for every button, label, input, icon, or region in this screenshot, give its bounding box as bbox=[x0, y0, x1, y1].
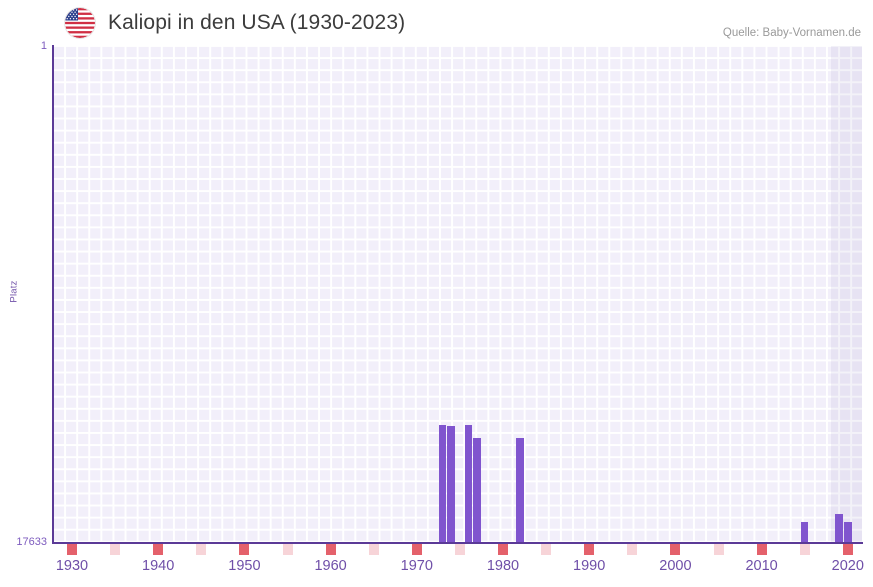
x-tick-minor bbox=[454, 544, 465, 555]
x-tick-minor bbox=[799, 544, 810, 555]
bar[interactable] bbox=[844, 522, 852, 543]
y-axis-title: Platz bbox=[8, 280, 20, 303]
bar[interactable] bbox=[800, 522, 809, 543]
x-axis-tick-label: 1970 bbox=[400, 558, 433, 574]
chart-header: Kaliopi in den USA (1930-2023) Quelle: B… bbox=[0, 0, 873, 44]
y-axis-tick-top: 1 bbox=[40, 40, 47, 52]
x-axis-tick-label: 2000 bbox=[659, 558, 692, 574]
y-axis-line bbox=[52, 45, 54, 544]
x-axis-tick-label: 2020 bbox=[831, 558, 864, 574]
x-tick-major bbox=[756, 544, 767, 555]
x-tick-major bbox=[498, 544, 508, 555]
x-axis-tick-label: 1960 bbox=[314, 558, 347, 574]
x-tick-minor bbox=[541, 544, 552, 555]
x-tick-major bbox=[239, 544, 250, 555]
bar[interactable] bbox=[473, 437, 481, 543]
x-tick-minor bbox=[713, 544, 724, 555]
x-tick-major bbox=[67, 544, 77, 555]
bar[interactable] bbox=[464, 424, 473, 543]
x-axis-tick-label: 1950 bbox=[228, 558, 261, 574]
x-tick-major bbox=[411, 544, 422, 555]
x-tick-minor bbox=[196, 544, 207, 555]
x-axis-tick-label: 1990 bbox=[573, 558, 606, 574]
x-tick-major bbox=[153, 544, 164, 555]
x-axis-tick-marks bbox=[53, 544, 862, 555]
bar[interactable] bbox=[835, 513, 843, 543]
chart-title: Kaliopi in den USA (1930-2023) bbox=[108, 11, 406, 34]
x-tick-minor bbox=[627, 544, 638, 555]
x-tick-minor bbox=[368, 544, 379, 555]
plot-area bbox=[53, 46, 862, 543]
x-tick-minor bbox=[282, 544, 293, 555]
bar[interactable] bbox=[438, 424, 447, 543]
usa-flag-icon bbox=[65, 8, 95, 38]
grid-lines bbox=[53, 46, 862, 543]
x-axis-tick-label: 2010 bbox=[745, 558, 778, 574]
x-axis-tick-label: 1930 bbox=[55, 558, 89, 574]
x-tick-major bbox=[325, 544, 336, 555]
x-axis-tick-label: 1980 bbox=[486, 558, 520, 574]
x-axis-tick-labels: 1930 1940 1950 1960 1970 1980 1990 2000 2010 2020 bbox=[0, 558, 873, 582]
y-axis-tick-bottom: 17633 bbox=[16, 536, 47, 548]
shaded-future-region bbox=[830, 46, 862, 543]
x-tick-major bbox=[842, 544, 853, 555]
x-tick-major bbox=[670, 544, 681, 555]
x-axis-tick-label: 1940 bbox=[142, 558, 175, 574]
chart-source-label: Quelle: Baby-Vornamen.de bbox=[722, 27, 861, 39]
bar[interactable] bbox=[516, 437, 525, 543]
x-axis-line bbox=[52, 542, 863, 544]
x-tick-minor bbox=[110, 544, 121, 555]
x-tick-major bbox=[584, 544, 595, 555]
bar[interactable] bbox=[447, 425, 456, 543]
